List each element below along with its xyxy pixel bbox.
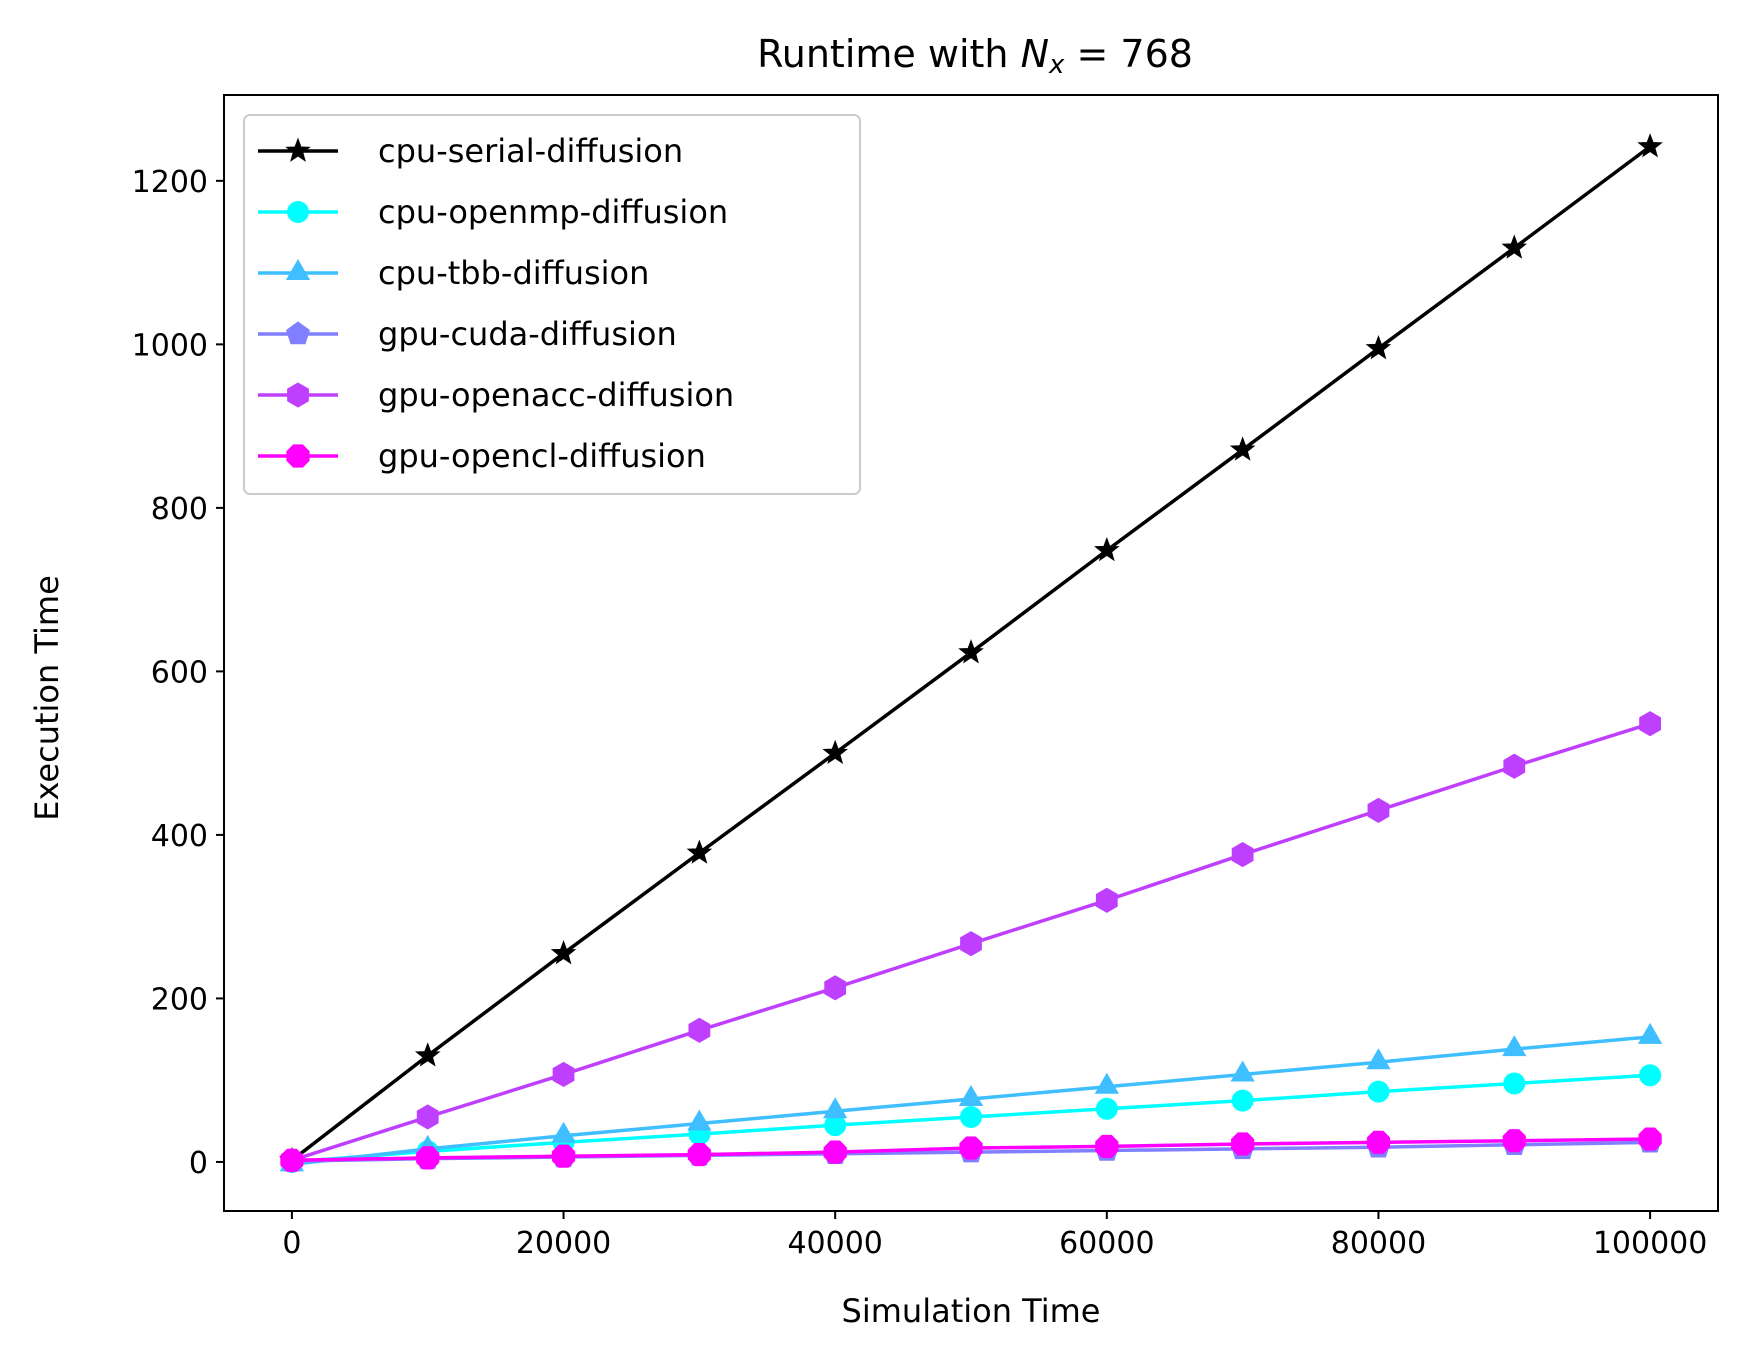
data-point-cpu-tbb-diffusion-40000 (823, 1097, 848, 1119)
legend-entry-gpu-opencl-diffusion: gpu-opencl-diffusion (258, 437, 706, 475)
data-point-cpu-openmp-diffusion-50000 (960, 1105, 982, 1128)
data-point-cpu-serial-diffusion-70000 (1229, 436, 1256, 461)
plot-area (279, 133, 1663, 1173)
data-point-gpu-openacc-diffusion-100000 (1639, 711, 1661, 737)
series-gpu-opencl-diffusion (280, 1127, 1662, 1172)
data-point-gpu-opencl-diffusion-40000 (823, 1140, 847, 1164)
data-point-cpu-tbb-diffusion-70000 (1230, 1060, 1255, 1082)
data-point-gpu-opencl-diffusion-90000 (1502, 1129, 1526, 1153)
data-point-gpu-opencl-diffusion-10000 (416, 1146, 440, 1170)
data-point-cpu-tbb-diffusion-100000 (1637, 1022, 1663, 1044)
legend-label-cpu-openmp-diffusion: cpu-openmp-diffusion (378, 193, 728, 231)
y-tick-label-200: 200 (151, 982, 208, 1017)
data-point-gpu-openacc-diffusion-20000 (552, 1061, 575, 1088)
legend-label-gpu-opencl-diffusion: gpu-opencl-diffusion (378, 437, 706, 475)
data-point-cpu-openmp-diffusion-70000 (1231, 1089, 1254, 1112)
data-point-gpu-opencl-diffusion-0 (280, 1148, 304, 1172)
data-point-gpu-opencl-diffusion-100000 (1638, 1127, 1662, 1151)
data-point-gpu-openacc-diffusion-80000 (1367, 797, 1390, 823)
data-point-gpu-openacc-diffusion-30000 (688, 1017, 711, 1043)
data-point-cpu-serial-diffusion-10000 (414, 1042, 441, 1067)
data-point-cpu-tbb-diffusion-80000 (1366, 1048, 1391, 1070)
data-point-cpu-serial-diffusion-60000 (1094, 536, 1120, 562)
data-point-cpu-openmp-diffusion-90000 (1503, 1072, 1526, 1095)
legend-label-cpu-serial-diffusion: cpu-serial-diffusion (378, 132, 683, 170)
data-point-cpu-serial-diffusion-20000 (550, 940, 577, 965)
x-tick-label-40000: 40000 (787, 1226, 882, 1261)
legend-marker-cpu-serial-diffusion (285, 137, 311, 162)
data-point-cpu-tbb-diffusion-20000 (551, 1121, 576, 1143)
x-tick-label-100000: 100000 (1593, 1226, 1708, 1261)
y-tick-label-1000: 1000 (132, 328, 208, 363)
data-point-cpu-serial-diffusion-90000 (1501, 234, 1528, 259)
chart-title-symbol: N (1021, 32, 1049, 76)
data-point-cpu-openmp-diffusion-40000 (824, 1114, 847, 1137)
legend-marker-cpu-tbb-diffusion (285, 259, 311, 280)
data-point-cpu-openmp-diffusion-100000 (1639, 1064, 1662, 1087)
x-tick-label-0: 0 (282, 1226, 301, 1261)
legend-label-gpu-cuda-diffusion: gpu-cuda-diffusion (378, 315, 677, 353)
series-cpu-tbb-diffusion (279, 1022, 1663, 1172)
x-tick-label-80000: 80000 (1331, 1226, 1426, 1261)
legend-entry-cpu-tbb-diffusion: cpu-tbb-diffusion (258, 254, 649, 292)
legend-box (243, 114, 861, 495)
data-point-cpu-serial-diffusion-100000 (1637, 133, 1663, 158)
y-axis-label: Execution Time (28, 575, 66, 821)
data-point-gpu-openacc-diffusion-90000 (1503, 753, 1526, 779)
y-tick-label-1200: 1200 (132, 165, 208, 200)
y-tick-label-400: 400 (151, 819, 208, 854)
data-point-cpu-openmp-diffusion-80000 (1367, 1080, 1390, 1103)
legend-label-cpu-tbb-diffusion: cpu-tbb-diffusion (378, 254, 649, 292)
data-point-gpu-opencl-diffusion-50000 (959, 1136, 983, 1160)
data-point-cpu-tbb-diffusion-90000 (1502, 1035, 1527, 1057)
data-point-cpu-serial-diffusion-50000 (958, 639, 984, 664)
data-point-cpu-openmp-diffusion-60000 (1095, 1097, 1118, 1120)
data-point-gpu-opencl-diffusion-80000 (1366, 1130, 1391, 1154)
legend-label-gpu-openacc-diffusion: gpu-openacc-diffusion (378, 376, 734, 414)
legend-marker-gpu-openacc-diffusion (287, 382, 309, 408)
legend-marker-gpu-cuda-diffusion (286, 321, 310, 345)
data-point-cpu-tbb-diffusion-50000 (958, 1084, 984, 1106)
legend-marker-gpu-opencl-diffusion (286, 444, 310, 468)
data-point-gpu-openacc-diffusion-50000 (960, 931, 982, 957)
data-point-gpu-openacc-diffusion-60000 (1095, 887, 1118, 913)
legend: cpu-serial-diffusion cpu-openmp-diffusion… (243, 114, 861, 495)
data-point-gpu-openacc-diffusion-10000 (416, 1104, 439, 1130)
x-tick-label-60000: 60000 (1059, 1226, 1154, 1261)
data-point-gpu-opencl-diffusion-30000 (687, 1143, 711, 1167)
data-point-gpu-opencl-diffusion-20000 (551, 1144, 576, 1168)
legend-entry-gpu-openacc-diffusion: gpu-openacc-diffusion (258, 376, 734, 414)
legend-marker-cpu-openmp-diffusion (287, 201, 309, 223)
x-axis-label: Simulation Time (842, 1292, 1101, 1330)
legend-entry-cpu-serial-diffusion: cpu-serial-diffusion (258, 132, 683, 170)
legend-entry-gpu-cuda-diffusion: gpu-cuda-diffusion (258, 315, 677, 353)
data-point-gpu-openacc-diffusion-70000 (1231, 841, 1254, 868)
data-point-cpu-serial-diffusion-40000 (822, 739, 848, 765)
y-tick-label-0: 0 (189, 1146, 208, 1181)
data-point-gpu-opencl-diffusion-70000 (1231, 1132, 1255, 1156)
data-point-cpu-tbb-diffusion-60000 (1094, 1072, 1119, 1094)
data-point-cpu-serial-diffusion-80000 (1365, 335, 1392, 360)
data-point-cpu-serial-diffusion-30000 (686, 839, 713, 864)
legend-entry-cpu-openmp-diffusion: cpu-openmp-diffusion (258, 193, 728, 231)
x-tick-label-20000: 20000 (516, 1226, 611, 1261)
data-point-gpu-openacc-diffusion-40000 (824, 975, 847, 1001)
data-point-cpu-tbb-diffusion-30000 (687, 1109, 712, 1131)
chart-title: Runtime with Nx = 768 (757, 32, 1193, 80)
chart-title-prefix: Runtime with (757, 32, 1021, 76)
y-tick-label-800: 800 (151, 492, 208, 527)
plot-frame (223, 94, 1719, 1212)
y-tick-label-600: 600 (151, 655, 208, 690)
data-point-gpu-opencl-diffusion-60000 (1095, 1134, 1119, 1158)
chart-title-suffix: = 768 (1064, 32, 1193, 76)
series-gpu-openacc-diffusion (281, 711, 1661, 1173)
axes: 0 20000 40000 60000 80000 100000 0 200 400 600 800… (132, 94, 1719, 1261)
chart-title-subscript: x (1048, 50, 1065, 80)
